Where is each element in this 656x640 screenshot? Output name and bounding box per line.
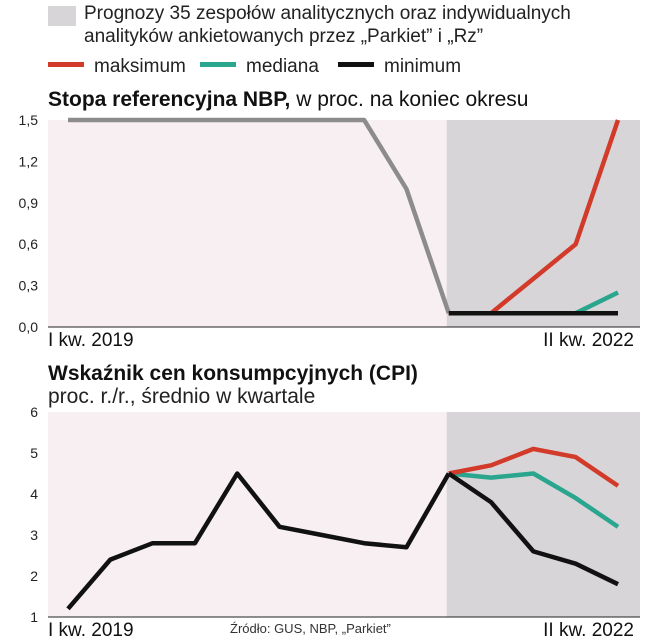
y-tick-label: 3	[30, 527, 38, 543]
legend-item-maksimum: maksimum	[48, 56, 186, 78]
y-tick-label: 2	[30, 568, 38, 584]
legend-item-minimum: minimum	[338, 56, 461, 78]
legend-label-maksimum: maksimum	[94, 56, 186, 77]
chart-title-cpi-bold: Wskaźnik cen konsumpcyjnych (CPI)	[48, 362, 418, 385]
y-tick-label: 1,5	[19, 112, 39, 128]
forecast-line-maksimum	[448, 446, 620, 488]
y-tick-label: 5	[30, 445, 38, 461]
forecast-band	[446, 412, 640, 617]
chart-title-rate-bold: Stopa referencyjna NBP,	[48, 88, 291, 111]
legend-label-minimum: minimum	[384, 56, 462, 77]
chart-1: 1 2 3 4 5 6 I kw. 2019 II kw. 2022	[30, 404, 640, 640]
chart-title-rate-rest: w proc. na koniec okresu	[290, 88, 529, 111]
forecast-band-description: Prognozy 35 zespołów analitycznych oraz …	[84, 3, 571, 47]
history-line	[66, 471, 451, 611]
y-tick-label: 1,2	[19, 153, 39, 169]
source-note: Źródło: GUS, NBP, „Parkiet”	[230, 621, 391, 636]
y-tick-label: 0,9	[19, 195, 39, 211]
x-end-label: II kw. 2022	[543, 330, 634, 351]
y-tick-label: 6	[30, 404, 38, 420]
y-tick-label: 4	[30, 486, 38, 502]
y-tick-label: 1	[30, 609, 38, 625]
legend-label-mediana: mediana	[246, 56, 319, 77]
x-start-label: I kw. 2019	[48, 330, 134, 351]
chart-subtitle-cpi: proc. r./r., średnio w kwartale	[48, 385, 316, 408]
chart-title-cpi: Wskaźnik cen konsumpcyjnych (CPI)	[48, 361, 418, 387]
x-start-label: I kw. 2019	[48, 620, 134, 640]
history-line	[68, 117, 451, 314]
forecast-line-mediana	[448, 471, 620, 529]
y-tick-label: 0,3	[19, 278, 39, 294]
x-end-label: II kw. 2022	[543, 620, 634, 640]
forecast-line-minimum	[447, 471, 619, 587]
y-tick-label: 0,6	[19, 236, 39, 252]
forecast-band-swatch	[48, 6, 76, 26]
legend-swatch-mediana	[200, 62, 236, 68]
chart-0: 0,0 0,3 0,6 0,9 1,2 1,5 I kw. 2019 II kw. 2022	[19, 112, 640, 351]
legend-item-mediana: mediana	[200, 56, 319, 78]
legend-swatch-minimum	[338, 62, 374, 68]
chart-title-rate: Stopa referencyjna NBP, w proc. na konie…	[48, 87, 529, 113]
y-tick-label: 0,0	[19, 319, 39, 335]
legend-swatch-maksimum	[48, 62, 84, 68]
